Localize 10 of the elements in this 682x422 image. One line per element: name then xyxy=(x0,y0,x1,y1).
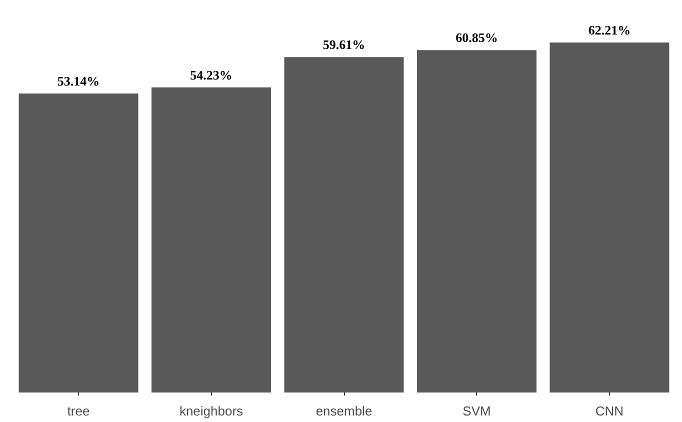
x-tick-label: tree xyxy=(67,404,90,418)
data-label: 60.85% xyxy=(456,30,498,46)
x-tick-label: kneighbors xyxy=(179,404,244,418)
data-label: 62.21% xyxy=(588,22,631,38)
data-label: 54.23% xyxy=(190,67,232,82)
x-tick-label: CNN xyxy=(595,404,624,418)
data-label: 59.61% xyxy=(322,37,366,52)
x-tick-label: ensemble xyxy=(316,404,372,418)
x-tick-label: SVM xyxy=(462,404,491,418)
data-label: 53.14% xyxy=(57,74,100,89)
